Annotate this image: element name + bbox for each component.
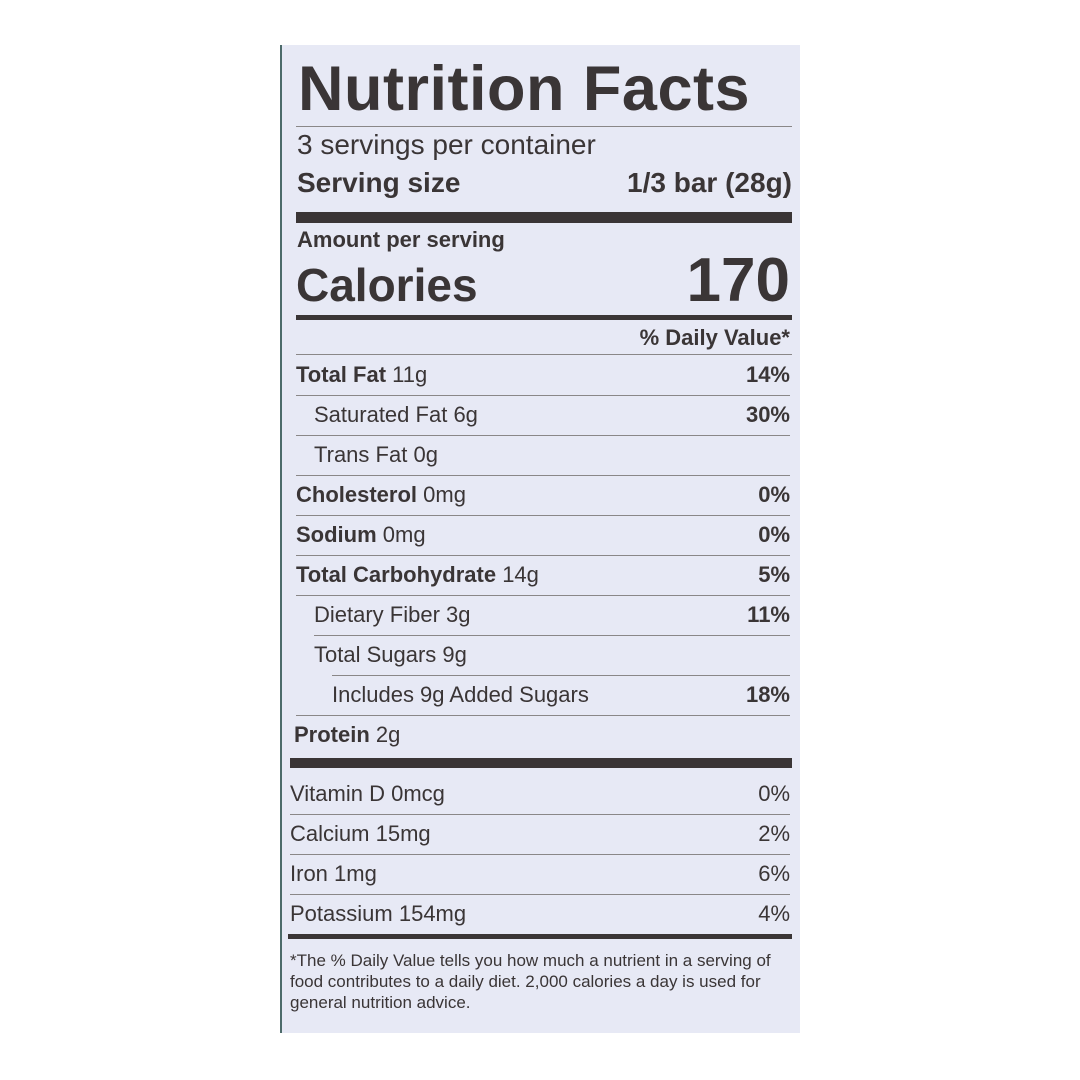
nutrient-daily-value: 0% <box>758 522 790 547</box>
divider <box>290 814 790 815</box>
divider <box>296 475 790 476</box>
nutrient-name: Total Carbohydrate <box>296 562 497 587</box>
thick-divider <box>296 212 792 223</box>
divider <box>296 555 790 556</box>
vitamin-name: Vitamin D <box>290 781 385 806</box>
vitamin-daily-value: 0% <box>758 781 790 806</box>
divider <box>290 854 790 855</box>
nutrient-amount: 0mg <box>423 482 466 507</box>
serving-size-label: Serving size <box>297 167 461 198</box>
vitamin-label: Vitamin D 0mcg <box>290 781 445 807</box>
nutrient-amount: 0g <box>413 442 438 467</box>
vitamin-label: Iron 1mg <box>290 861 377 887</box>
nutrient-label: Cholesterol 0mg <box>296 482 466 508</box>
nutrition-facts-label: Nutrition Facts 3 servings per container… <box>280 45 800 1033</box>
divider <box>296 395 790 396</box>
vitamin-daily-value: 2% <box>758 821 790 846</box>
daily-value-header: % Daily Value* <box>639 325 790 350</box>
nutrient-label: Sodium 0mg <box>296 522 426 548</box>
nutrient-label: Dietary Fiber 3g <box>314 602 471 628</box>
vitamin-label: Calcium 15mg <box>290 821 431 847</box>
nutrient-row: Total Fat 11g 14% <box>294 355 790 395</box>
serving-size: Serving size 1/3 bar (28g) <box>297 167 792 199</box>
nutrient-row: Sodium 0mg 0% <box>294 515 790 555</box>
servings-per-container: 3 servings per container <box>297 129 596 160</box>
nutrient-name: Total Sugars <box>314 642 437 667</box>
nutrient-daily-value: 18% <box>745 682 790 707</box>
vitamin-amount: 1mg <box>334 861 377 886</box>
nutrient-row: Total Carbohydrate 14g 5% <box>294 555 790 595</box>
vitamin-label: Potassium 154mg <box>290 901 466 927</box>
divider <box>290 894 790 895</box>
footnote: *The % Daily Value tells you how much a … <box>290 951 771 1012</box>
nutrient-row: Total Sugars 9g <box>294 635 790 675</box>
nutrient-row: Trans Fat 0g <box>294 435 790 475</box>
medium-divider <box>288 934 792 939</box>
nutrient-name: Sodium <box>296 522 377 547</box>
vitamin-row: Vitamin D 0mcg 0% <box>290 774 790 814</box>
nutrient-label: Includes 9g Added Sugars <box>332 682 589 708</box>
nutrient-row: Dietary Fiber 3g 11% <box>294 595 790 635</box>
nutrient-amount: 3g <box>446 602 471 627</box>
divider <box>296 354 792 355</box>
divider <box>296 515 790 516</box>
nutrient-daily-value: 11% <box>747 602 790 627</box>
nutrient-row: Cholesterol 0mg 0% <box>294 475 790 515</box>
nutrient-name: Saturated Fat <box>314 402 448 427</box>
nutrient-row: Protein 2g <box>294 715 790 755</box>
nutrient-label: Protein 2g <box>294 722 400 748</box>
divider <box>296 595 790 596</box>
divider <box>296 126 792 127</box>
nutrient-amount: 6g <box>453 402 478 427</box>
nutrient-name: Cholesterol <box>296 482 418 507</box>
nutrient-row: Saturated Fat 6g 30% <box>294 395 790 435</box>
vitamin-name: Potassium <box>290 901 393 926</box>
nutrient-daily-value: 5% <box>758 562 790 587</box>
nutrient-daily-value: 14% <box>745 362 790 387</box>
nutrient-amount: 0mg <box>382 522 426 547</box>
vitamin-daily-value: 4% <box>758 901 790 926</box>
nutrient-amount: 11g <box>392 362 428 387</box>
nutrient-label: Total Sugars 9g <box>314 642 467 668</box>
nutrient-amount: 9g <box>442 642 467 667</box>
vitamin-name: Calcium <box>290 821 370 846</box>
divider <box>296 435 790 436</box>
divider <box>296 715 790 716</box>
calories-row: Calories 170 <box>296 245 790 316</box>
nutrient-label: Saturated Fat 6g <box>314 402 478 428</box>
vitamin-daily-value: 6% <box>758 861 790 886</box>
divider <box>314 635 790 636</box>
nutrient-name: Total Fat <box>296 362 387 387</box>
label-title: Nutrition Facts <box>298 54 751 124</box>
nutrient-row: Includes 9g Added Sugars 18% <box>294 675 790 715</box>
vitamin-row: Calcium 15mg 2% <box>290 814 790 854</box>
calories-label: Calories <box>296 259 478 311</box>
nutrient-amount: 14g <box>502 562 539 587</box>
nutrient-label: Total Carbohydrate 14g <box>296 562 539 588</box>
vitamin-name: Iron <box>290 861 328 886</box>
vitamin-row: Iron 1mg 6% <box>290 854 790 894</box>
nutrient-daily-value: 0% <box>758 482 790 507</box>
divider <box>332 675 790 676</box>
thick-divider <box>290 758 792 768</box>
vitamin-row: Potassium 154mg 4% <box>290 894 790 934</box>
medium-divider <box>296 315 792 320</box>
nutrient-name: Protein <box>294 722 370 747</box>
vitamin-amount: 154mg <box>398 901 467 926</box>
vitamin-amount: 15mg <box>375 821 431 846</box>
calories-value: 170 <box>686 246 790 315</box>
vitamin-amount: 0mcg <box>391 781 445 806</box>
nutrient-name: Trans Fat <box>314 442 408 467</box>
nutrient-name: Dietary Fiber <box>314 602 440 627</box>
serving-size-value: 1/3 bar (28g) <box>627 167 792 198</box>
nutrient-label: Trans Fat 0g <box>314 442 438 468</box>
amount-per-serving: Amount per serving <box>297 227 505 252</box>
nutrient-amount: 2g <box>375 722 401 747</box>
nutrient-label: Total Fat 11g <box>296 362 427 388</box>
nutrient-daily-value: 30% <box>745 402 790 427</box>
nutrient-name: Includes 9g Added Sugars <box>332 682 589 707</box>
